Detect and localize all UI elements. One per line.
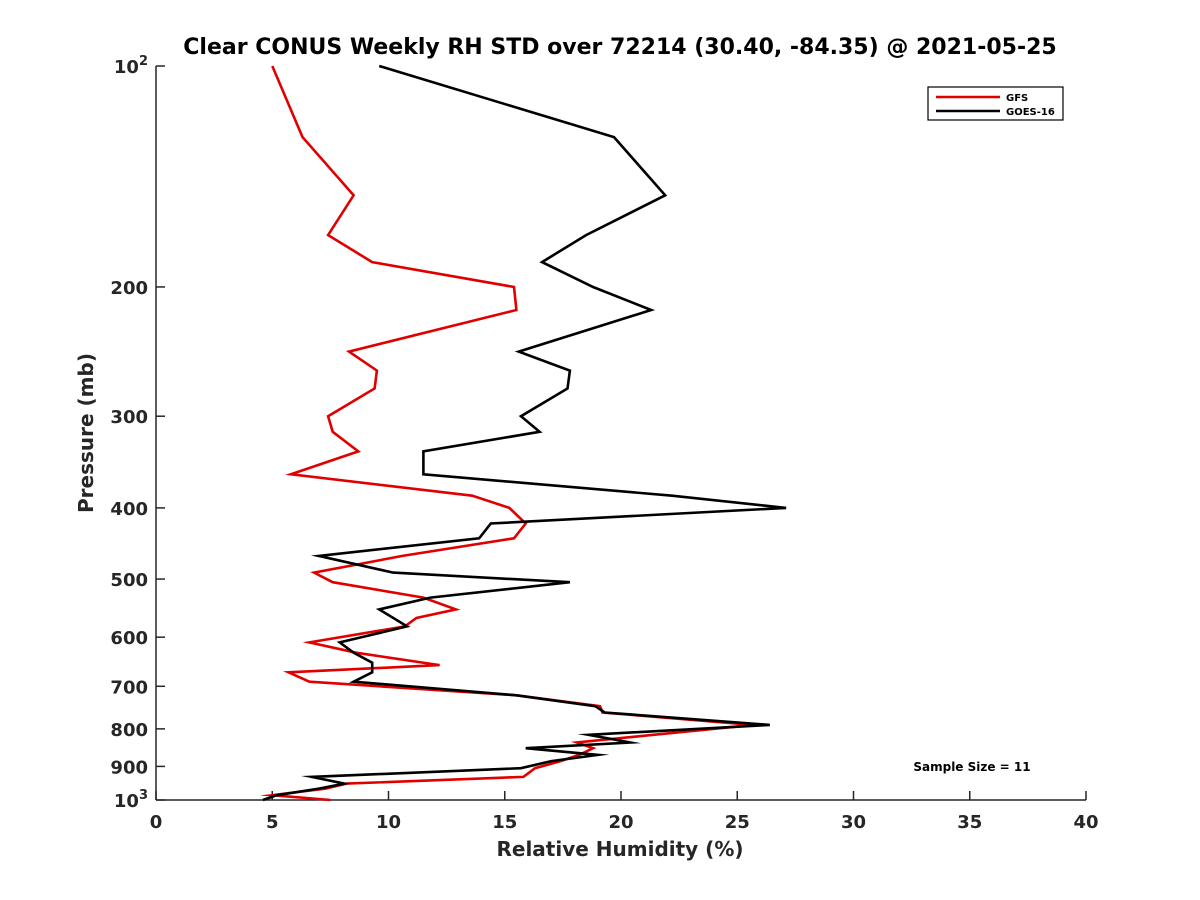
y-tick-label: 700 xyxy=(110,677,148,698)
x-tick-label: 0 xyxy=(150,812,163,833)
legend: GFS GOES-16 xyxy=(927,86,1064,121)
legend-label: GFS xyxy=(1006,93,1028,104)
y-tick-label: 800 xyxy=(110,720,148,741)
x-tick-label: 35 xyxy=(957,812,982,833)
y-tick-label: 300 xyxy=(110,407,148,428)
legend-box xyxy=(927,86,1064,121)
x-tick-label: 10 xyxy=(376,812,401,833)
x-tick-label: 30 xyxy=(841,812,866,833)
y-tick-label: 200 xyxy=(110,278,148,299)
x-tick-label: 40 xyxy=(1073,812,1098,833)
y-tick-label: 900 xyxy=(110,757,148,778)
x-tick-label: 15 xyxy=(492,812,517,833)
axes: 0 5 10 15 20 25 30 35 40102200300400500600700800… xyxy=(110,54,1098,833)
x-tick-label: 25 xyxy=(725,812,750,833)
y-tick-label: 500 xyxy=(110,570,148,591)
legend-label: GOES-16 xyxy=(1006,107,1055,118)
chart-title: Clear CONUS Weekly RH STD over 72214 (30… xyxy=(183,35,1056,60)
x-tick-label: 5 xyxy=(266,812,279,833)
x-axis-label: Relative Humidity (%) xyxy=(496,837,743,861)
series-layer xyxy=(259,64,787,802)
series-line-goes-16 xyxy=(262,64,787,802)
y-axis-label: Pressure (mb) xyxy=(74,353,98,513)
sample-size-annotation: Sample Size = 11 xyxy=(913,760,1030,774)
x-tick-label: 20 xyxy=(608,812,633,833)
y-tick-label: 400 xyxy=(110,499,148,520)
y-tick-label: 600 xyxy=(110,628,148,649)
